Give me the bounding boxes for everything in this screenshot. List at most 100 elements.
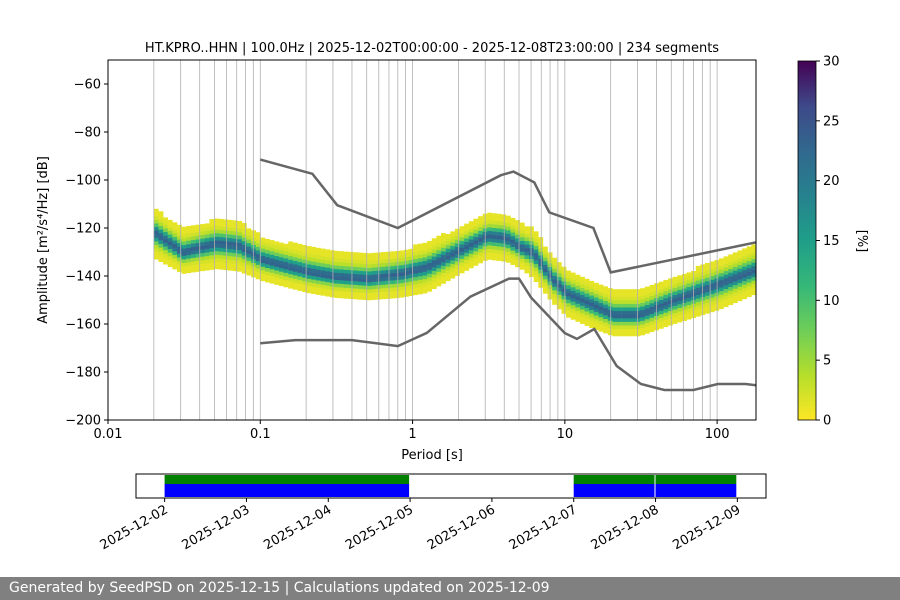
heat-cell bbox=[366, 253, 372, 258]
heat-cell bbox=[524, 265, 530, 270]
heat-cell bbox=[751, 248, 756, 252]
heat-cell bbox=[204, 241, 210, 246]
heat-cell bbox=[561, 295, 567, 300]
heat-cell bbox=[316, 247, 321, 252]
heat-cell bbox=[366, 292, 372, 297]
heat-cell bbox=[274, 277, 280, 282]
heat-cell bbox=[709, 283, 715, 287]
heat-cell bbox=[394, 258, 400, 263]
heat-cell bbox=[686, 279, 692, 284]
heat-cell bbox=[200, 227, 206, 232]
heat-cell bbox=[200, 260, 206, 264]
heat-cell bbox=[422, 271, 428, 276]
heat-cell bbox=[237, 239, 243, 243]
heat-cell bbox=[158, 225, 164, 230]
heat-cell bbox=[681, 281, 687, 285]
heat-cell bbox=[751, 269, 756, 274]
heat-cell bbox=[288, 266, 294, 271]
heat-cell bbox=[626, 307, 632, 312]
heat-cell bbox=[700, 286, 706, 290]
heat-cell bbox=[390, 273, 395, 277]
heat-cell bbox=[630, 321, 636, 326]
heat-cell bbox=[316, 255, 321, 259]
heat-cell bbox=[255, 264, 261, 269]
heat-cell bbox=[686, 294, 692, 298]
heat-cell bbox=[153, 234, 159, 238]
heat-cell bbox=[172, 254, 178, 259]
heat-cell bbox=[385, 266, 391, 271]
heat-cell bbox=[228, 259, 233, 264]
availability-bars bbox=[164, 475, 737, 497]
heat-cell bbox=[464, 238, 470, 242]
heat-cell bbox=[695, 283, 701, 288]
heat-cell bbox=[663, 294, 669, 299]
heat-cell bbox=[459, 251, 465, 256]
heat-cell bbox=[492, 242, 497, 246]
heat-cell bbox=[422, 286, 428, 290]
footer-bar: Generated by SeedPSD on 2025-12-15 | Cal… bbox=[0, 577, 900, 600]
heat-cell bbox=[552, 286, 558, 291]
heat-cell bbox=[195, 267, 201, 272]
heat-cell bbox=[612, 321, 618, 326]
heat-cell bbox=[390, 265, 395, 270]
heat-cell bbox=[598, 288, 604, 293]
heat-cell bbox=[232, 227, 238, 232]
heat-cell bbox=[626, 318, 632, 322]
heat-cell bbox=[431, 277, 437, 282]
heat-cell bbox=[172, 229, 178, 234]
heat-cell bbox=[658, 314, 664, 318]
heat-cell bbox=[260, 273, 266, 278]
heat-cell bbox=[399, 282, 405, 287]
y-axis-label: Amplitude [m²/s⁴/Hz] [dB] bbox=[36, 156, 51, 324]
heat-cell bbox=[505, 237, 511, 242]
heat-cell bbox=[677, 282, 683, 287]
heat-cell bbox=[167, 230, 173, 235]
heat-cell bbox=[672, 312, 678, 317]
heat-cell bbox=[306, 282, 312, 286]
heat-cell bbox=[459, 240, 465, 245]
heat-cell bbox=[408, 263, 414, 268]
heat-cell bbox=[751, 280, 756, 285]
heat-cell bbox=[552, 290, 558, 294]
heat-cell bbox=[436, 250, 442, 254]
heat-cell bbox=[501, 239, 507, 244]
heat-cell bbox=[394, 265, 400, 270]
heat-cell bbox=[640, 317, 646, 321]
heat-cell bbox=[556, 262, 562, 267]
heat-cell bbox=[158, 229, 164, 234]
heat-cell bbox=[177, 235, 182, 240]
heat-cell bbox=[218, 262, 224, 266]
heat-cell bbox=[640, 331, 646, 336]
heat-cell bbox=[487, 223, 493, 228]
heat-cell bbox=[450, 256, 456, 261]
heat-cell bbox=[241, 266, 247, 270]
heat-cell bbox=[204, 248, 210, 253]
heat-cell bbox=[357, 288, 363, 293]
heat-cell bbox=[357, 292, 363, 297]
heat-cell bbox=[214, 261, 219, 266]
heat-cell bbox=[524, 233, 530, 238]
heat-cell bbox=[510, 246, 516, 251]
heat-cell bbox=[339, 262, 344, 266]
heat-cell bbox=[737, 297, 743, 302]
heat-cell bbox=[329, 271, 335, 276]
heat-cell bbox=[450, 260, 456, 265]
heat-cell bbox=[681, 302, 687, 307]
heat-cell bbox=[621, 325, 627, 330]
heat-cell bbox=[589, 298, 595, 303]
heat-cell bbox=[325, 256, 331, 261]
heat-cell bbox=[158, 236, 164, 241]
heat-cell bbox=[306, 253, 312, 258]
heat-cell bbox=[700, 304, 706, 308]
heat-cell bbox=[302, 284, 307, 289]
heat-cell bbox=[672, 280, 678, 285]
heat-cell bbox=[672, 302, 678, 306]
heat-cell bbox=[718, 269, 724, 274]
heat-cell bbox=[427, 277, 432, 281]
heat-cell bbox=[487, 248, 493, 253]
heat-cell bbox=[348, 259, 354, 263]
heat-cell bbox=[417, 276, 423, 280]
heat-cell bbox=[589, 306, 595, 310]
heat-cell bbox=[265, 238, 270, 243]
heat-cell bbox=[542, 268, 548, 273]
